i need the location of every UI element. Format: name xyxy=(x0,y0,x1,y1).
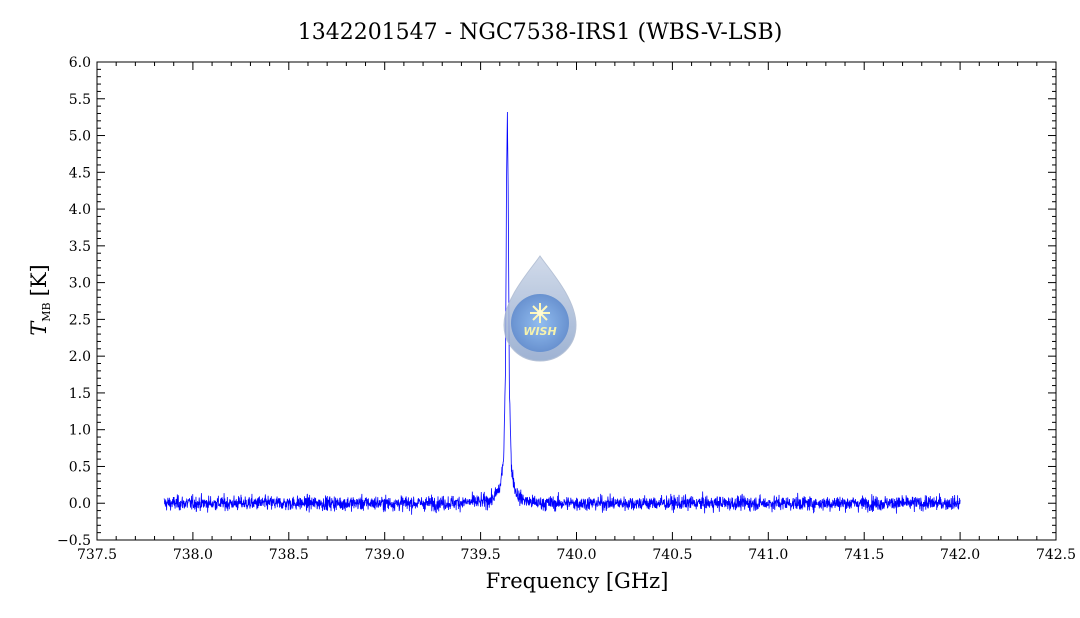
chart-title: 1342201547 - NGC7538-IRS1 (WBS-V-LSB) xyxy=(298,20,783,45)
y-tick-label: 4.5 xyxy=(69,165,91,181)
y-tick-label: 2.5 xyxy=(69,312,91,328)
y-tick-label: 6.0 xyxy=(69,55,91,71)
wish-logo: WISH xyxy=(503,255,577,362)
x-tick-label: 740.5 xyxy=(652,547,692,563)
x-tick-label: 741.0 xyxy=(748,547,788,563)
x-tick-label: 740.0 xyxy=(556,547,596,563)
y-axis-label-main: T xyxy=(27,320,51,336)
y-axis-label-unit: [K] xyxy=(27,264,51,296)
y-axis-label: TMB [K] xyxy=(27,264,53,335)
y-tick-label: 3.0 xyxy=(69,276,91,292)
svg-text:TMB[K]: TMB [K] xyxy=(27,264,53,335)
x-axis-label: Frequency [GHz] xyxy=(486,569,669,593)
y-tick-label: 3.5 xyxy=(69,239,91,255)
y-axis-label-sub: MB xyxy=(40,302,53,321)
y-tick-label: 0.0 xyxy=(69,496,91,512)
y-tick-label: 2.0 xyxy=(69,349,91,365)
x-tick-label: 739.5 xyxy=(461,547,501,563)
x-tick-label: 741.5 xyxy=(844,547,884,563)
axis-tick-labels: 737.5 738.0 738.5 739.0 739.5 740.0 740.5 741.0… xyxy=(57,55,1076,563)
y-tick-label: −0.5 xyxy=(57,533,91,549)
y-tick-label: 0.5 xyxy=(69,459,91,475)
plot-frame xyxy=(96,61,1057,541)
x-tick-label: 739.0 xyxy=(365,547,405,563)
x-tick-label: 742.5 xyxy=(1036,547,1076,563)
wish-logo-text: WISH xyxy=(523,325,556,338)
y-tick-label: 1.0 xyxy=(69,423,91,439)
x-tick-label: 737.5 xyxy=(77,547,117,563)
y-tick-label: 5.5 xyxy=(69,92,91,108)
x-tick-label: 738.0 xyxy=(173,547,213,563)
spectrum-series-line xyxy=(163,111,961,515)
y-tick-label: 5.0 xyxy=(69,129,91,145)
axis-ticks xyxy=(96,61,1057,541)
x-tick-label: 742.0 xyxy=(940,547,980,563)
x-tick-label: 738.5 xyxy=(269,547,309,563)
y-tick-label: 4.0 xyxy=(69,202,91,218)
y-tick-label: 1.5 xyxy=(69,386,91,402)
